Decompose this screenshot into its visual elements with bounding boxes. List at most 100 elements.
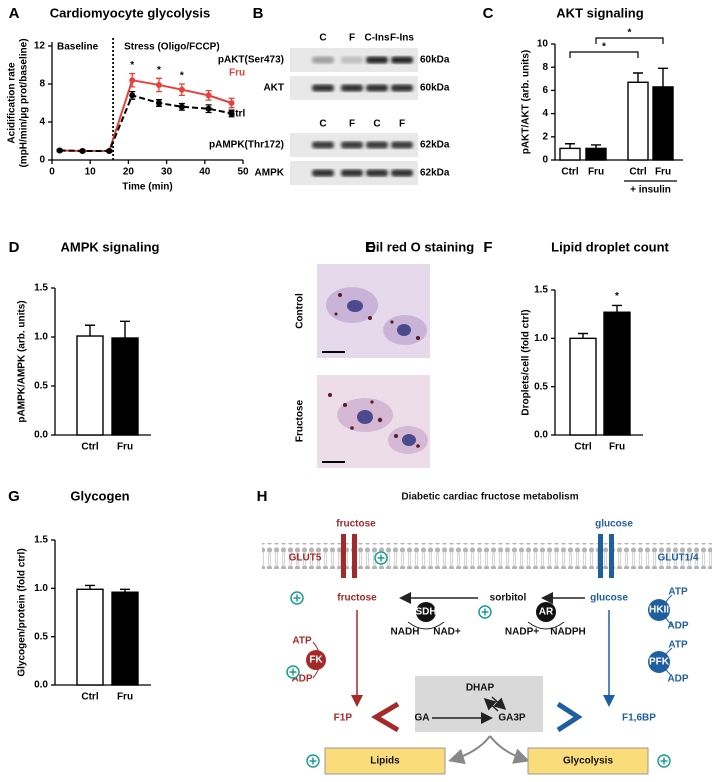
- panel-label: E: [365, 239, 375, 256]
- bar: [569, 337, 597, 436]
- nucleus: [402, 434, 416, 446]
- band: [341, 84, 363, 92]
- significance-star: *: [130, 60, 134, 71]
- diagram-label: GA: [415, 713, 430, 724]
- diagram-label: ADP: [667, 621, 688, 632]
- y-tick-label: 0.0: [34, 430, 48, 441]
- panel-label: F: [483, 239, 492, 256]
- y-tick-label: 0.5: [34, 381, 48, 392]
- y-axis-label: (mpH/min/µg prot/baseline): [19, 38, 30, 167]
- band: [312, 141, 334, 149]
- y-tick-label: 6: [542, 85, 548, 96]
- lipids-box: [324, 747, 446, 775]
- panel-label: H: [257, 488, 268, 505]
- y-tick-label: 0: [542, 155, 548, 166]
- diagram-label: PFK: [649, 657, 670, 668]
- x-tick-label: Ctrl: [81, 692, 98, 703]
- marker: [106, 147, 113, 154]
- panel-label: A: [9, 5, 20, 22]
- band: [312, 169, 334, 177]
- y-tick-label: 2: [542, 131, 548, 142]
- enzyme: [306, 650, 326, 670]
- panel-label: D: [9, 239, 20, 256]
- blot-row-label: AKT: [263, 83, 284, 94]
- significance-star: *: [615, 291, 619, 302]
- bar: [76, 588, 104, 686]
- blot-row-label: pAMPK(Thr172): [209, 140, 284, 151]
- chart-title: Glycogen: [70, 488, 129, 503]
- cofactor-arc: [527, 621, 565, 630]
- bar: [76, 335, 104, 436]
- panel-title: Oil red O staining: [366, 239, 474, 254]
- bar: [627, 81, 649, 161]
- blot-size-label: 60kDa: [420, 55, 450, 66]
- enzyme: [416, 602, 436, 622]
- enzyme: [648, 651, 670, 673]
- significance-star: *: [628, 28, 632, 39]
- enzyme: [536, 602, 556, 622]
- x-axis-label: Time (min): [122, 182, 172, 193]
- chart-title: AKT signaling: [556, 5, 643, 20]
- y-tick-label: 0.0: [534, 430, 548, 441]
- y-axis-label: pAMPK/AMPK (arb. units): [17, 300, 28, 422]
- error-bar: [658, 67, 668, 87]
- diagram-label: NADP+: [505, 627, 539, 638]
- enzyme: [648, 599, 670, 621]
- diagram-label: Lipids: [370, 756, 400, 767]
- y-tick-label: 0: [39, 155, 45, 166]
- diagram-label: DHAP: [466, 683, 495, 694]
- y-tick-label: 1.0: [534, 333, 548, 344]
- significance-star: *: [180, 71, 184, 82]
- x-tick-label: Fru: [588, 167, 604, 178]
- band: [391, 84, 413, 92]
- band: [341, 141, 363, 149]
- diagram-label: glucose: [595, 519, 633, 530]
- error-bar: [578, 332, 588, 339]
- significance-bracket: [569, 51, 639, 58]
- plus-icon: [377, 554, 385, 562]
- cofactor-arc: [407, 621, 445, 630]
- band: [391, 169, 413, 177]
- band: [366, 169, 388, 177]
- diagram-label: ATP: [668, 640, 688, 651]
- series-label: Fru: [229, 68, 245, 79]
- chevron: [371, 701, 400, 733]
- y-tick-label: 8: [542, 62, 548, 73]
- triose-box: [415, 676, 543, 732]
- lane-label: C: [373, 119, 380, 130]
- diagram-label: ATP: [668, 587, 688, 598]
- marker: [228, 110, 235, 117]
- error-bar: [612, 304, 622, 313]
- lane-label: F: [349, 119, 355, 130]
- diagram-label: F1P: [334, 713, 353, 724]
- x-tick-label: 50: [237, 167, 249, 178]
- phase-label: Baseline: [57, 42, 99, 53]
- band: [391, 141, 413, 149]
- condition-label: Fructose: [295, 399, 306, 442]
- diagram-label: NADPH: [550, 627, 586, 638]
- band: [341, 169, 363, 177]
- blot-row-label: pAKT(Ser473): [218, 55, 284, 66]
- y-tick-label: 1.5: [34, 535, 48, 546]
- y-axis-label: pAKT/AKT (arb. units): [521, 50, 532, 154]
- diagram-label: HKII: [649, 605, 669, 616]
- diagram-label: fructose: [336, 519, 376, 530]
- arrow: [448, 735, 491, 765]
- band: [312, 56, 334, 64]
- bar: [111, 591, 139, 686]
- y-tick-label: 12: [34, 41, 46, 52]
- chevron: [556, 701, 583, 733]
- blot-row-label: AMPK: [255, 168, 285, 179]
- glycolysis-box: [527, 747, 649, 775]
- error-bar: [565, 143, 575, 149]
- y-tick-label: 1.0: [34, 332, 48, 343]
- transporter: [341, 534, 346, 578]
- significance-star: *: [602, 42, 606, 53]
- plus-icon: [660, 757, 668, 765]
- y-tick-label: 4: [39, 117, 45, 128]
- x-tick-label: Fru: [117, 442, 133, 453]
- x-tick-label: 40: [199, 167, 211, 178]
- y-tick-label: 1.0: [34, 583, 48, 594]
